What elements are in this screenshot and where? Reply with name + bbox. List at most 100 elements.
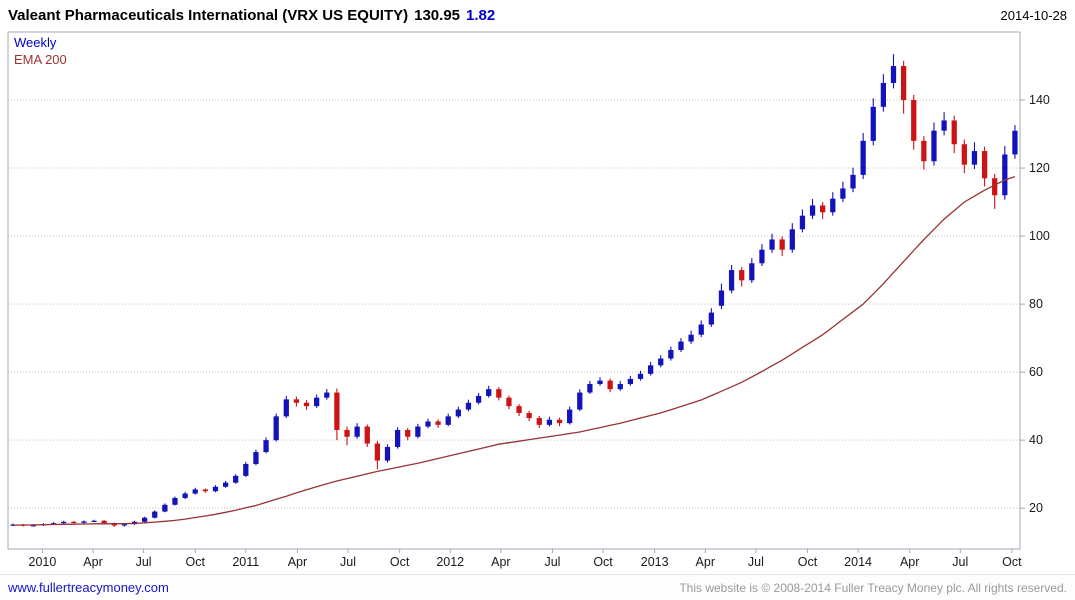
candle-body bbox=[749, 263, 755, 281]
x-tick-label: 2012 bbox=[436, 555, 464, 569]
candle-body bbox=[324, 392, 330, 398]
candle-body bbox=[971, 151, 978, 165]
candle-body bbox=[435, 421, 441, 425]
candle-body bbox=[992, 178, 998, 196]
x-tick-label: Oct bbox=[1002, 555, 1022, 569]
x-tick-label: Apr bbox=[696, 555, 715, 569]
candle-body bbox=[526, 412, 532, 419]
candle-body bbox=[688, 334, 694, 342]
candle-body bbox=[263, 440, 269, 453]
candle-body bbox=[850, 174, 856, 189]
candle-body bbox=[556, 419, 563, 424]
footer-bar: www.fullertreacymoney.com This website i… bbox=[0, 574, 1075, 600]
candle-body bbox=[607, 380, 613, 390]
x-tick-label: 2011 bbox=[232, 555, 259, 569]
candle-body bbox=[293, 399, 300, 403]
x-tick-label: Apr bbox=[900, 555, 919, 569]
candle-body bbox=[81, 521, 87, 523]
candle-body bbox=[890, 66, 897, 84]
candle-body bbox=[981, 151, 988, 179]
candle-body bbox=[71, 521, 77, 523]
price-change: 1.82 bbox=[466, 6, 496, 24]
candle-body bbox=[941, 120, 947, 131]
candle-body bbox=[192, 489, 198, 494]
x-tick-label: Jul bbox=[952, 555, 968, 569]
candle-body bbox=[394, 429, 401, 447]
x-tick-label: Jul bbox=[340, 555, 356, 569]
candle-body bbox=[50, 523, 57, 525]
candle-body bbox=[1012, 130, 1018, 155]
candle-body bbox=[364, 426, 370, 444]
candle-body bbox=[374, 443, 381, 461]
candles bbox=[10, 54, 1018, 527]
legend-ema-label: EMA 200 bbox=[14, 52, 67, 67]
candle-body bbox=[536, 418, 542, 425]
x-tick-label: Oct bbox=[185, 555, 205, 569]
candle-body bbox=[617, 384, 623, 390]
candle-body bbox=[496, 389, 502, 398]
chart-legend: Weekly EMA 200 bbox=[14, 34, 67, 68]
candle-body bbox=[546, 419, 553, 425]
candle-body bbox=[303, 402, 310, 407]
y-tick-label: 100 bbox=[1029, 229, 1050, 243]
x-tick-label: Jul bbox=[544, 555, 560, 569]
candle-body bbox=[637, 373, 644, 379]
candle-body bbox=[820, 205, 826, 213]
candle-body bbox=[1002, 154, 1008, 196]
last-price: 130.95 bbox=[414, 6, 461, 24]
website-link[interactable]: www.fullertreacymoney.com bbox=[8, 580, 169, 595]
candle-body bbox=[141, 517, 148, 522]
candle-body bbox=[415, 426, 421, 437]
ema-line bbox=[13, 175, 1016, 526]
candle-body bbox=[465, 402, 472, 410]
x-tick-label: 2010 bbox=[29, 555, 57, 569]
candle-body bbox=[779, 239, 785, 250]
candle-body bbox=[900, 66, 907, 101]
candle-body bbox=[911, 100, 917, 141]
candle-body bbox=[789, 229, 795, 250]
candle-body bbox=[152, 511, 158, 518]
candle-body bbox=[222, 482, 229, 487]
candle-body bbox=[354, 426, 360, 437]
candle-body bbox=[759, 249, 765, 264]
candle-body bbox=[880, 83, 887, 107]
candle-body bbox=[860, 140, 866, 175]
candle-body bbox=[212, 486, 219, 492]
candle-body bbox=[486, 389, 492, 396]
candle-body bbox=[243, 463, 249, 476]
y-tick-label: 20 bbox=[1029, 501, 1043, 515]
candle-body bbox=[728, 270, 735, 291]
candlestick-chart: 20 40 60 80 100 120 140 2010 Apr Jul Oct 2011 Apr Jul… bbox=[7, 31, 1050, 569]
candle-body bbox=[718, 290, 725, 306]
candle-body bbox=[951, 120, 957, 145]
y-tick-label: 80 bbox=[1029, 297, 1043, 311]
candle-body bbox=[445, 416, 451, 425]
y-tick-label: 120 bbox=[1029, 161, 1050, 175]
candle-body bbox=[840, 188, 846, 199]
candle-body bbox=[91, 520, 97, 522]
candle-body bbox=[698, 324, 704, 335]
candle-body bbox=[921, 140, 927, 162]
x-tick-label: Oct bbox=[798, 555, 818, 569]
title-group: Valeant Pharmaceuticals International (V… bbox=[8, 7, 495, 24]
candle-body bbox=[739, 270, 745, 281]
candle-body bbox=[121, 524, 128, 526]
candle-body bbox=[172, 497, 178, 505]
candle-body bbox=[678, 341, 684, 351]
candle-body bbox=[516, 406, 522, 413]
x-tick-label: Oct bbox=[390, 555, 410, 569]
candle-body bbox=[405, 429, 411, 437]
chart-area: 20 40 60 80 100 120 140 2010 Apr Jul Oct 2011 Apr Jul… bbox=[0, 28, 1075, 572]
x-tick-label: Jul bbox=[136, 555, 152, 569]
candle-body bbox=[61, 521, 67, 524]
candle-body bbox=[931, 130, 937, 162]
x-tick-label: Apr bbox=[83, 555, 102, 569]
candle-body bbox=[658, 358, 664, 366]
y-tick-label: 140 bbox=[1029, 93, 1050, 107]
candle-body bbox=[769, 239, 775, 250]
candle-body bbox=[647, 365, 654, 374]
candle-body bbox=[162, 504, 168, 512]
candle-body bbox=[30, 525, 36, 527]
candle-body bbox=[587, 384, 593, 393]
